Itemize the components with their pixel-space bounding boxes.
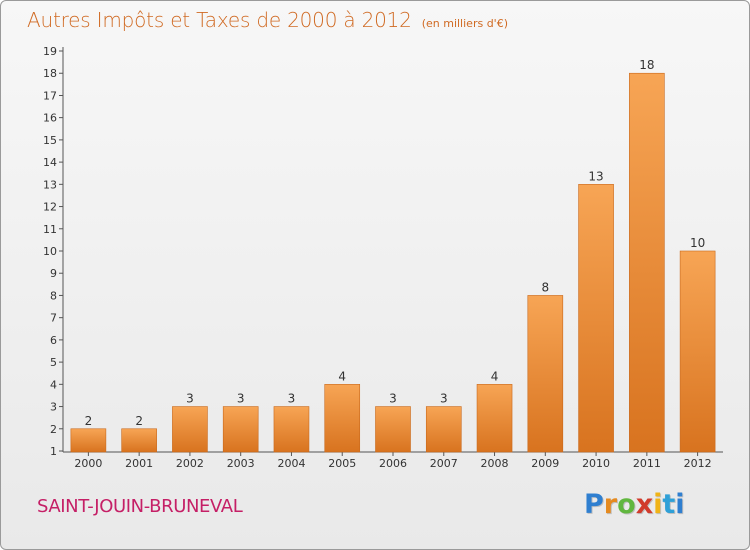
- bars: [70, 72, 716, 453]
- x-tick-label: 2006: [379, 457, 407, 470]
- bar-2009: [527, 295, 564, 453]
- bar-2006: [375, 406, 411, 453]
- y-tick-label: 12: [43, 201, 57, 214]
- y-tick-label: 11: [43, 223, 57, 236]
- x-tick-label: 2012: [684, 457, 712, 470]
- y-tick-label: 19: [43, 45, 57, 58]
- x-tick-label: 2011: [633, 457, 661, 470]
- bar-value-label: 3: [288, 392, 296, 406]
- bar-2011: [629, 72, 665, 453]
- y-tick-label: 17: [43, 89, 57, 102]
- y-tick-label: 6: [50, 334, 57, 347]
- bar-2001: [121, 428, 157, 453]
- y-tick-label: 14: [43, 156, 57, 169]
- y-tick-label: 5: [50, 356, 57, 369]
- bar-value-label: 3: [440, 392, 448, 406]
- x-tick-label: 2007: [430, 457, 458, 470]
- x-tick-label: 2009: [531, 457, 559, 470]
- bar-value-label: 3: [389, 392, 397, 406]
- bar-2000: [70, 428, 107, 453]
- bar-value-label: 3: [186, 392, 194, 406]
- bar-value-label: 8: [541, 280, 549, 294]
- bar-2012: [679, 250, 716, 453]
- chart-subtitle: (en milliers d'€): [421, 17, 508, 30]
- bar-2005: [324, 384, 361, 453]
- chart-header: Autres Impôts et Taxes de 2000 à 2012 (e…: [27, 8, 508, 32]
- bar-value-label: 2: [85, 414, 93, 428]
- brand-logo: Proxiti: [584, 489, 685, 520]
- y-tick-label: 8: [50, 289, 57, 302]
- x-tick-label: 2000: [74, 457, 102, 470]
- chart-title: Autres Impôts et Taxes de 2000 à 2012: [27, 8, 412, 32]
- x-tick-label: 2005: [328, 457, 356, 470]
- y-tick-label: 13: [43, 178, 57, 191]
- y-tick-label: 18: [43, 67, 57, 80]
- bar-value-label: 3: [237, 392, 245, 406]
- bar-2002: [172, 406, 208, 453]
- bar-2008: [476, 384, 513, 453]
- y-tick-label: 10: [43, 245, 57, 258]
- x-tick-label: 2004: [277, 457, 305, 470]
- x-tick-label: 2001: [125, 457, 153, 470]
- y-tick-label: 2: [50, 423, 57, 436]
- y-tick-label: 1: [50, 445, 57, 458]
- y-tick-label: 3: [50, 401, 57, 414]
- bar-value-label: 4: [491, 369, 499, 383]
- value-labels: 2 2 3 3 3 4 3 3 4 8 13 18 10: [85, 58, 706, 428]
- y-tick-label: 7: [50, 312, 57, 325]
- bar-2007: [425, 406, 462, 453]
- bar-2010: [578, 184, 614, 453]
- x-tick-label: 2008: [481, 457, 509, 470]
- place-name: SAINT-JOUIN-BRUNEVAL: [37, 496, 243, 517]
- x-tick-label: 2002: [176, 457, 204, 470]
- bar-2004: [273, 406, 310, 453]
- bar-2003: [222, 406, 259, 453]
- x-axis: 2000 2001 2002 2003 2004 2005 2006 2007 2008 2009…: [63, 451, 723, 470]
- x-tick-label: 2003: [227, 457, 255, 470]
- y-tick-label: 4: [50, 378, 57, 391]
- bar-value-label: 10: [690, 236, 705, 250]
- y-tick-label: 15: [43, 134, 57, 147]
- bar-value-label: 2: [135, 414, 143, 428]
- x-tick-label: 2010: [582, 457, 610, 470]
- bar-value-label: 13: [588, 169, 603, 183]
- bar-value-label: 18: [639, 58, 654, 72]
- y-tick-label: 9: [50, 267, 57, 280]
- bar-value-label: 4: [338, 369, 346, 383]
- y-tick-label: 16: [43, 112, 57, 125]
